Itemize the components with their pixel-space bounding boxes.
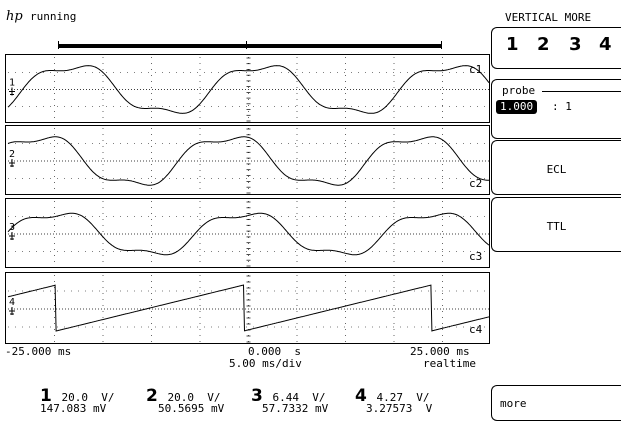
channel-2-display[interactable]: 2 c2 xyxy=(5,125,490,195)
record-bar-right-tick xyxy=(441,41,442,49)
channel-2-scale[interactable]: 2 20.0 V/ xyxy=(146,386,221,406)
channel-4-waveform: 4 xyxy=(7,275,490,343)
channel-2-label: c2 xyxy=(469,177,483,190)
ground-marker-icon[interactable]: 2 xyxy=(9,149,15,167)
svg-text:1: 1 xyxy=(9,78,15,89)
channel-3-scale[interactable]: 3 6.44 V/ xyxy=(251,386,326,406)
channel-3-display[interactable]: 3 c3 xyxy=(5,198,490,268)
time-left-label: -25.000 ms xyxy=(5,345,72,358)
run-status: running xyxy=(30,10,77,23)
channel-select-1[interactable]: 1 xyxy=(506,34,519,55)
graticule xyxy=(8,201,489,267)
graticule xyxy=(8,128,489,194)
channel-4-offset: 3.27573 V xyxy=(366,402,433,415)
waveform-trace xyxy=(7,212,490,256)
probe-softkey[interactable]: probe 1.000 : 1 xyxy=(491,79,621,139)
hp-logo: hp xyxy=(6,9,23,24)
channel-4-scale[interactable]: 4 4.27 V/ xyxy=(355,386,430,406)
channel-scale-row: 1 20.0 V/ 2 20.0 V/ 3 6.44 V/ 4 4.27 V/ xyxy=(0,386,490,406)
channel-select-2[interactable]: 2 xyxy=(537,34,550,55)
ground-marker-icon[interactable]: 4 xyxy=(9,297,15,315)
channel-2-offset: 50.5695 mV xyxy=(158,402,225,415)
record-bar-left-tick xyxy=(58,41,59,49)
waveform-trace xyxy=(7,284,490,332)
channel-2-waveform: 2 xyxy=(7,128,490,194)
record-bar-center-tick xyxy=(246,41,247,49)
channel-1-display[interactable]: 1 c1 xyxy=(5,54,490,123)
ground-marker-icon[interactable]: 1 xyxy=(9,78,15,96)
channel-select-4[interactable]: 4 xyxy=(599,34,612,55)
time-center-label: 0.000 s xyxy=(248,345,301,358)
graticule xyxy=(8,57,489,122)
channel-1-scale[interactable]: 1 20.0 V/ xyxy=(40,386,115,406)
probe-label: probe xyxy=(502,84,536,97)
more-label: more xyxy=(500,397,527,410)
record-bar xyxy=(58,44,442,48)
more-softkey[interactable]: more xyxy=(491,385,621,421)
channel-4-display[interactable]: 4 c4 xyxy=(5,272,490,344)
channel-3-label: c3 xyxy=(469,250,483,263)
menu-title: VERTICAL MORE xyxy=(505,11,592,24)
probe-ratio: : 1 xyxy=(552,100,572,113)
probe-value[interactable]: 1.000 xyxy=(496,100,538,114)
ground-marker-icon[interactable]: 3 xyxy=(9,222,15,240)
ttl-label: TTL xyxy=(546,220,567,233)
graticule xyxy=(8,275,489,343)
channel-3-waveform: 3 xyxy=(7,201,490,267)
channel-1-offset: 147.083 mV xyxy=(40,402,107,415)
acquisition-mode: realtime xyxy=(423,357,476,370)
channel-1-waveform: 1 xyxy=(7,57,490,122)
channel-1-label: c1 xyxy=(469,63,483,76)
channel-select-softkey[interactable]: 1 2 3 4 xyxy=(491,27,621,69)
channel-3-offset: 57.7332 mV xyxy=(262,402,329,415)
probe-label-rule xyxy=(542,91,621,92)
ecl-softkey[interactable]: ECL xyxy=(491,140,621,195)
ecl-label: ECL xyxy=(546,163,567,176)
time-per-div: 5.00 ms/div xyxy=(229,357,302,370)
svg-text:2: 2 xyxy=(9,149,15,160)
waveform-trace xyxy=(7,65,490,114)
svg-text:4: 4 xyxy=(9,297,15,308)
channel-select-3[interactable]: 3 xyxy=(569,34,582,55)
channel-4-label: c4 xyxy=(469,323,483,336)
waveform-trace xyxy=(7,136,490,186)
time-right-label: 25.000 ms xyxy=(410,345,470,358)
ttl-softkey[interactable]: TTL xyxy=(491,197,621,252)
